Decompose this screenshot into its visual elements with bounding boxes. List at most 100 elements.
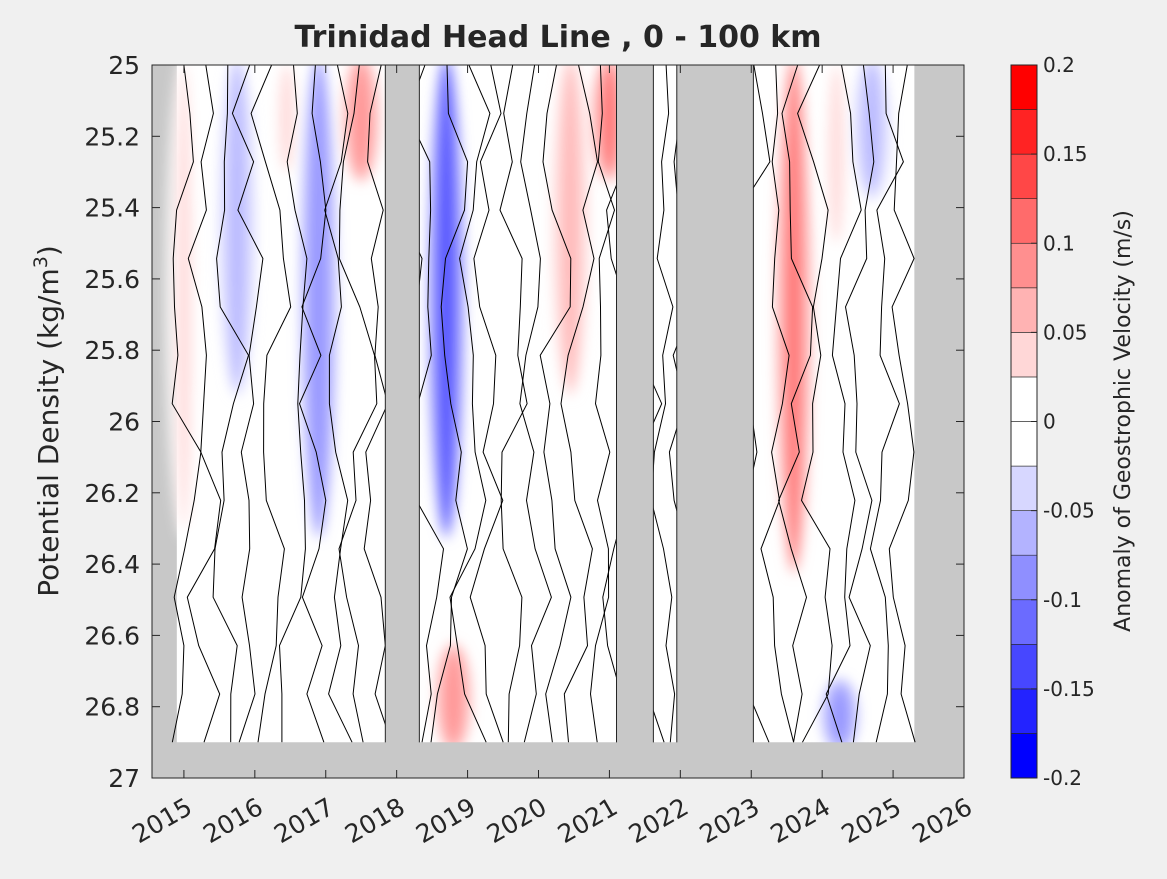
anomaly-core xyxy=(828,65,845,244)
anomaly-feature xyxy=(821,678,858,753)
colorbar-cell xyxy=(1010,554,1038,601)
anomaly-core xyxy=(601,65,618,172)
colorbar-tick-label: 0.05 xyxy=(1043,320,1088,344)
y-tick-label: 26.8 xyxy=(84,693,140,722)
colorbar-cell xyxy=(1010,599,1038,645)
anomaly-feature xyxy=(775,65,812,575)
anomaly-core xyxy=(310,65,327,529)
contour-line xyxy=(825,65,862,743)
anomaly-core xyxy=(831,688,848,743)
contour-line xyxy=(499,65,528,743)
contour-line xyxy=(844,65,875,743)
anomaly-core xyxy=(175,65,193,529)
contour-line xyxy=(231,65,264,743)
anomaly-core xyxy=(785,65,802,565)
contour-line xyxy=(519,65,552,743)
gap-layer xyxy=(152,65,964,778)
x-tick-label: 2026 xyxy=(907,792,977,849)
anomaly-feature xyxy=(818,65,855,254)
colorbar-tick-label: 0.15 xyxy=(1043,142,1088,166)
colorbar-cell xyxy=(1010,376,1038,422)
anomaly-feature xyxy=(552,65,589,396)
anomaly-core xyxy=(562,65,579,386)
y-tick-label: 25 xyxy=(108,51,140,80)
colorbar-cell xyxy=(1010,465,1038,511)
y-tick-label: 25.8 xyxy=(84,336,140,365)
contour-line xyxy=(650,65,676,743)
anomaly-core xyxy=(438,65,455,529)
y-tick-label: 25.6 xyxy=(84,265,140,294)
colorbar-ticks: -0.2 -0.15 -0.1 -0.05 0 0.05 0.1 0.15 0.2 xyxy=(1031,53,1095,790)
anomaly-core xyxy=(863,65,880,190)
contour-line xyxy=(449,65,491,743)
y-tick-label: 26 xyxy=(108,408,140,437)
anomaly-feature xyxy=(435,643,472,753)
anomaly-feature xyxy=(300,65,337,539)
colorbar-cell xyxy=(1010,198,1038,244)
x-tick-label: 2018 xyxy=(340,792,410,849)
y-tick-label: 26.6 xyxy=(84,621,140,650)
colorbar: -0.2 -0.15 -0.1 -0.05 0 0.05 0.1 0.15 0.2 xyxy=(1010,53,1095,790)
contour-line xyxy=(539,65,572,743)
anomaly-core xyxy=(229,65,246,386)
plot-area: 2015 2016 2017 2018 2019 2020 2021 2022 2023 2024… xyxy=(84,51,977,849)
x-tick-label: 2022 xyxy=(624,792,694,849)
anomaly-feature xyxy=(268,65,305,182)
contour-line xyxy=(469,65,504,743)
y-tick-label: 27 xyxy=(108,764,140,793)
x-tick-label: 2020 xyxy=(482,792,552,849)
x-tick-label: 2024 xyxy=(766,792,836,849)
colorbar-cell xyxy=(1010,510,1038,556)
x-tick-label: 2017 xyxy=(269,792,339,849)
anomaly-feature xyxy=(428,65,465,539)
x-tick-label: 2016 xyxy=(198,792,268,849)
contour-line xyxy=(797,65,833,743)
colorbar-cell xyxy=(1010,287,1038,333)
colorbar-cell xyxy=(1010,242,1038,289)
x-tick-label: 2025 xyxy=(836,792,906,849)
contour-line xyxy=(589,65,616,743)
anomaly-core xyxy=(445,653,462,743)
anomaly-feature xyxy=(165,65,202,539)
colorbar-tick-label: 0.1 xyxy=(1043,231,1075,255)
colorbar-cell xyxy=(1010,688,1038,734)
colorbar-cell xyxy=(1010,109,1038,155)
data-gap xyxy=(616,65,654,778)
contour-line xyxy=(430,65,469,743)
contour-line xyxy=(338,65,378,743)
contour-line xyxy=(186,65,222,743)
contour-line xyxy=(778,65,814,743)
y-tick-label: 26.4 xyxy=(84,550,140,579)
x-tick-label: 2023 xyxy=(695,792,765,849)
contour-line xyxy=(888,65,916,743)
anomaly-core xyxy=(353,65,370,172)
contour-line xyxy=(560,65,599,743)
colorbar-tick-label: -0.15 xyxy=(1043,677,1095,701)
colorbar-cells xyxy=(1010,64,1038,779)
colorbar-cell xyxy=(1010,421,1038,467)
chart-title: Trinidad Head Line , 0 - 100 km xyxy=(294,20,821,55)
contour-line xyxy=(278,65,308,743)
y-axis-ticks: 25 25.2 25.4 25.6 25.8 26 26.2 26.4 26.6 26.8 27 xyxy=(84,51,964,793)
x-tick-label: 2019 xyxy=(411,792,481,849)
y-axis-label: Potential Density (kg/m3) xyxy=(30,245,65,597)
anomaly-layer xyxy=(165,65,890,753)
data-gap xyxy=(384,65,420,778)
contour-line xyxy=(324,65,353,743)
y-tick-label: 25.2 xyxy=(84,122,140,151)
colorbar-label: Anomaly of Geostrophic Velocity (m/s) xyxy=(1111,210,1136,632)
contour-line xyxy=(250,65,292,743)
nodata-bottom xyxy=(152,742,964,778)
contour-line xyxy=(760,65,795,743)
colorbar-tick-label: 0 xyxy=(1043,410,1056,434)
contour-line xyxy=(869,65,904,743)
anomaly-feature xyxy=(853,65,890,200)
contour-line xyxy=(298,65,327,743)
data-gap xyxy=(676,65,754,778)
colorbar-tick-label: -0.05 xyxy=(1043,499,1095,523)
contour-line xyxy=(212,65,250,743)
anomaly-feature xyxy=(343,65,380,182)
colorbar-tick-label: -0.1 xyxy=(1043,588,1082,612)
